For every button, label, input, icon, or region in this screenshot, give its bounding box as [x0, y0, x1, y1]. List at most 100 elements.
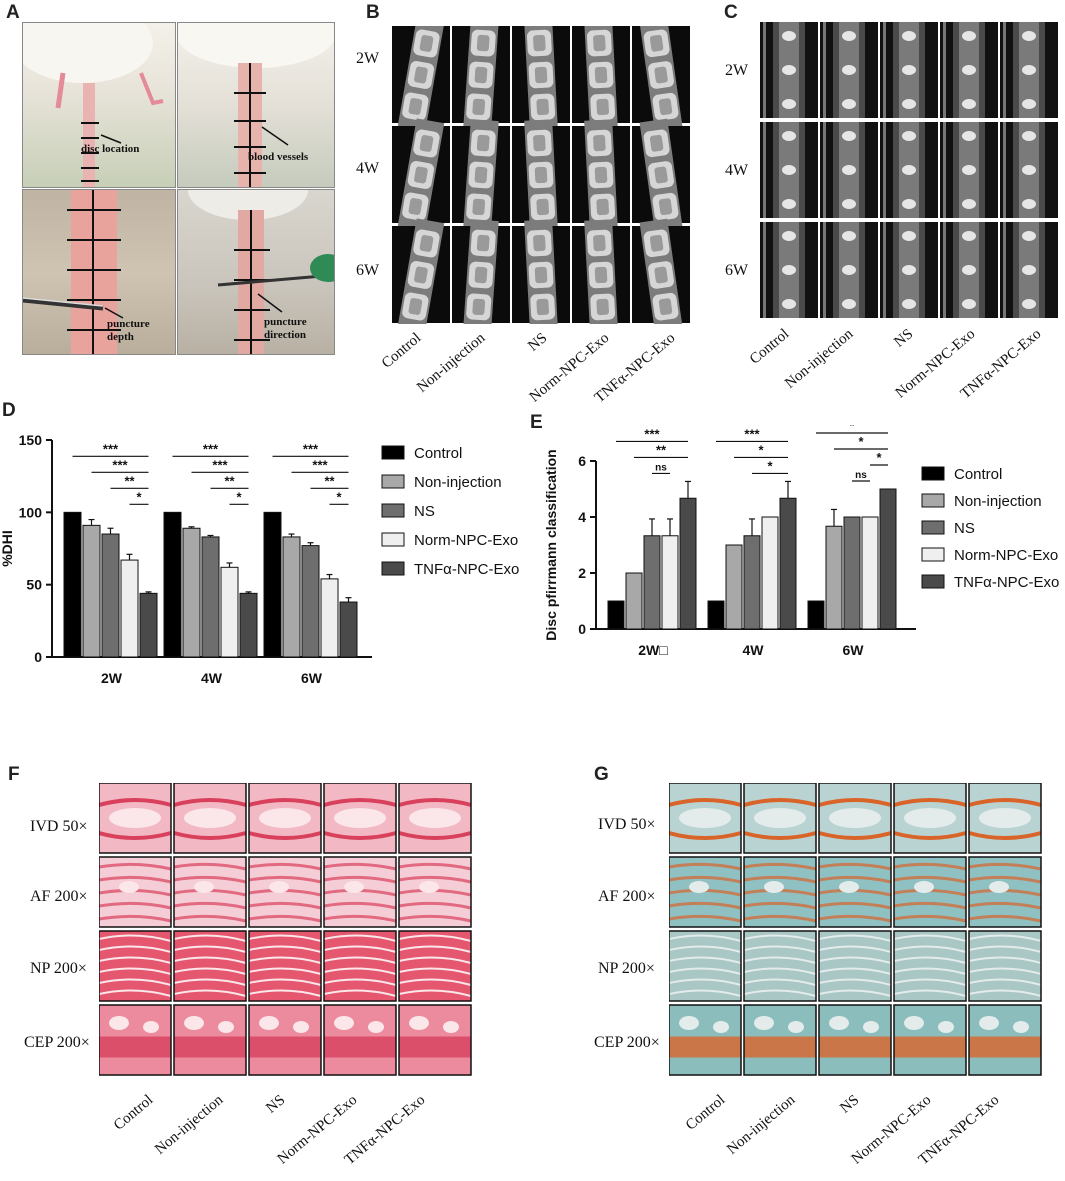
- bar: [843, 516, 861, 630]
- he-stain-image: [99, 856, 172, 928]
- legend-swatch: [921, 574, 945, 589]
- significance-label: *: [849, 425, 855, 433]
- annotation-blood-vessels: blood vessels: [248, 151, 309, 163]
- ct-scan-image: [452, 219, 510, 324]
- bar: [163, 511, 182, 658]
- safranin-stain-image: [968, 1004, 1042, 1076]
- legend-swatch: [921, 547, 945, 562]
- significance-label: ***: [312, 457, 328, 472]
- x-tick-label: 2W: [101, 670, 123, 686]
- significance-label: **: [224, 473, 235, 488]
- x-tick-label: 4W: [743, 642, 765, 658]
- bar: [661, 535, 679, 630]
- chart-e-pfirrmann: 0 2 4 6 Disc pfirrmann classification 2W□ 4W 6W…: [543, 425, 1059, 658]
- bar: [807, 600, 825, 630]
- bar: [263, 511, 282, 658]
- legend-label: Non-injection: [414, 474, 502, 491]
- legend-label: TNFα-NPC-Exo: [954, 574, 1059, 591]
- he-stain-image: [398, 856, 472, 928]
- safranin-stain-image: [743, 856, 817, 928]
- legend-swatch: [921, 466, 945, 481]
- significance-label: **: [324, 473, 335, 488]
- ct-scan-image: [572, 119, 630, 230]
- y-tick-label: 6: [578, 453, 586, 469]
- row-label-f-np: NP 200×: [30, 960, 87, 977]
- he-stain-image: [323, 856, 397, 928]
- mri-scan-image: [880, 222, 938, 318]
- bar: [607, 600, 625, 630]
- tail-drawing: [23, 23, 164, 187]
- safranin-stain-image: [743, 930, 817, 1002]
- panel-letter-a: A: [6, 2, 20, 23]
- he-stain-image: [173, 1004, 247, 1076]
- col-label-g-control: Control: [682, 1092, 729, 1134]
- legend-label: TNFα-NPC-Exo: [414, 561, 519, 578]
- he-stain-image: [99, 1004, 172, 1076]
- ct-scan-image: [572, 26, 630, 130]
- x-tick-label: 4W: [201, 670, 223, 686]
- ct-scan-image: [512, 119, 570, 230]
- safranin-stain-image: [818, 1004, 892, 1076]
- safranin-stain-image: [669, 783, 742, 854]
- significance-label: ***: [212, 457, 228, 472]
- bar: [779, 497, 797, 630]
- he-stain-image: [248, 1004, 322, 1076]
- mri-scan-image: [760, 22, 818, 118]
- he-stain-grid: [99, 783, 472, 1076]
- y-tick-label: 100: [19, 504, 43, 520]
- ct-scan-image: [392, 118, 450, 231]
- row-label-b-2w: 2W: [356, 50, 380, 67]
- bar: [825, 525, 843, 630]
- row-label-f-ivd: IVD 50×: [30, 818, 88, 835]
- significance-label: ns: [855, 470, 867, 481]
- significance-label: *: [767, 458, 773, 473]
- safranin-stain-image: [743, 1004, 817, 1076]
- col-label-f-ns: NS: [263, 1092, 289, 1117]
- safranin-stain-image: [893, 783, 967, 854]
- he-stain-image: [398, 1004, 472, 1076]
- bar: [707, 600, 725, 630]
- safranin-stain-image: [968, 856, 1042, 928]
- he-stain-image: [248, 783, 322, 854]
- ct-scan-image: [632, 218, 690, 324]
- ct-image-grid: [392, 26, 690, 324]
- legend-label: Control: [954, 466, 1002, 483]
- significance-label: *: [858, 434, 864, 449]
- mri-scan-image: [940, 222, 998, 318]
- mri-scan-image: [760, 222, 818, 318]
- mri-scan-image: [1000, 222, 1058, 318]
- col-label-b-ns: NS: [525, 330, 551, 355]
- panel-letter-f: F: [8, 764, 20, 785]
- significance-label: *: [136, 489, 142, 504]
- significance-label: **: [124, 473, 135, 488]
- he-stain-image: [99, 930, 172, 1002]
- he-stain-image: [173, 783, 247, 854]
- mri-scan-image: [880, 122, 938, 218]
- row-label-b-4w: 4W: [356, 160, 380, 177]
- he-stain-image: [173, 856, 247, 928]
- bar: [679, 497, 697, 630]
- row-label-g-np: NP 200×: [598, 960, 655, 977]
- annotation-puncture-depth: puncture depth: [107, 318, 150, 343]
- bar: [761, 516, 779, 630]
- significance-label: *: [758, 442, 764, 457]
- significance-label: ***: [303, 441, 319, 456]
- annotation-puncture-direction: puncture direction: [264, 316, 307, 341]
- mri-scan-image: [820, 222, 878, 318]
- ct-scan-image: [392, 26, 450, 131]
- ct-scan-image: [632, 26, 690, 131]
- tail-drawing: [23, 190, 124, 354]
- ct-scan-image: [632, 118, 690, 231]
- ct-scan-image: [452, 26, 510, 130]
- x-tick-label: 6W: [843, 642, 865, 658]
- bar: [282, 536, 301, 658]
- significance-label: *: [876, 450, 882, 465]
- legend-swatch: [921, 520, 945, 535]
- safranin-stain-image: [893, 856, 967, 928]
- x-tick-label: 2W□: [638, 642, 668, 658]
- bar: [320, 578, 339, 658]
- significance-label: ***: [203, 441, 219, 456]
- panel-letter-d: D: [2, 400, 16, 421]
- panel-letter-b: B: [366, 2, 380, 23]
- bar: [725, 544, 743, 630]
